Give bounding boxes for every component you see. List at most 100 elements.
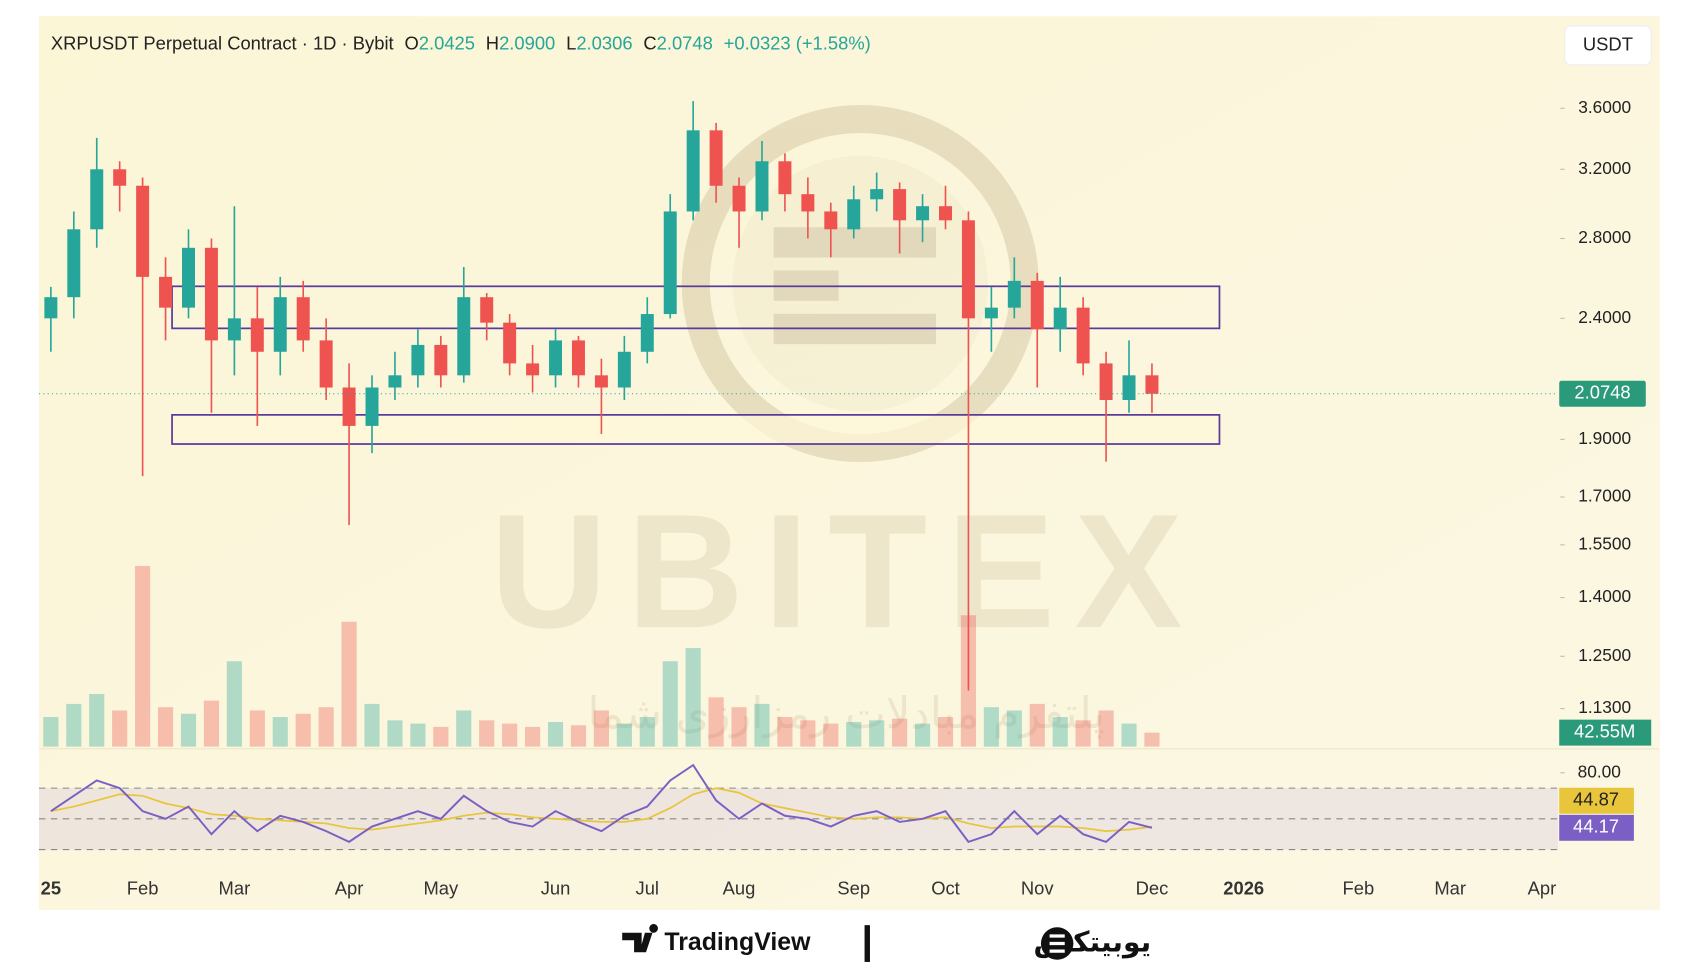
candle-body bbox=[182, 247, 195, 308]
y-tick-label: 1.9000 bbox=[1578, 428, 1631, 448]
candle-body bbox=[136, 185, 150, 277]
plot: UBITEX پلتفرم مبادلات رمزارزی شما bbox=[38, 101, 1559, 851]
y-tick-label: 1.7000 bbox=[1578, 486, 1631, 506]
volume-bar bbox=[869, 720, 885, 747]
volume-bar bbox=[1121, 723, 1137, 747]
candle-body bbox=[365, 387, 379, 426]
candle-body bbox=[640, 314, 654, 352]
x-tick-label: 25 bbox=[41, 877, 61, 898]
candle-body bbox=[617, 351, 631, 388]
candle-body bbox=[594, 375, 608, 388]
volume-bar bbox=[249, 710, 265, 747]
volume-bar bbox=[846, 721, 862, 747]
y-tick-label: 1.5500 bbox=[1578, 533, 1631, 553]
volume-bar bbox=[937, 717, 954, 747]
candle-body bbox=[778, 161, 792, 195]
candle-body bbox=[227, 318, 241, 341]
x-tick-label: Mar bbox=[219, 877, 251, 898]
volume-bar bbox=[1098, 710, 1114, 747]
change: +0.0323 (+1.58%) bbox=[724, 32, 871, 53]
brand-icon-mark bbox=[1049, 934, 1065, 953]
x-tick-label: Dec bbox=[1136, 877, 1169, 898]
currency-label: USDT bbox=[1583, 33, 1633, 54]
volume-bar bbox=[800, 720, 816, 747]
volume-bar bbox=[593, 710, 609, 747]
volume-bar bbox=[180, 713, 197, 747]
volume-bar bbox=[1052, 717, 1068, 747]
currency-button[interactable] bbox=[1564, 25, 1652, 66]
volume-bar bbox=[89, 694, 105, 747]
watermark-logo bbox=[681, 104, 1039, 463]
candle-body bbox=[67, 229, 81, 298]
footer-left: TradingView bbox=[664, 928, 811, 956]
rsi-label: 44.17 bbox=[1573, 816, 1619, 837]
volume-bar bbox=[823, 723, 839, 747]
header: XRPUSDT Perpetual Contract · 1D · Bybit O… bbox=[51, 32, 871, 53]
y-tick-label: 3.6000 bbox=[1578, 97, 1631, 117]
volume-bar bbox=[570, 725, 587, 747]
volume-bar bbox=[387, 720, 403, 747]
candle-body bbox=[709, 130, 723, 186]
watermark-brand: UBITEX bbox=[490, 481, 1202, 662]
candle-body bbox=[1145, 375, 1159, 394]
candle-body bbox=[1007, 280, 1021, 308]
volume-bar bbox=[616, 723, 632, 747]
x-tick-label: Apr bbox=[1528, 877, 1557, 898]
candle-body bbox=[526, 363, 540, 376]
candle-body bbox=[411, 344, 425, 376]
volume-bar bbox=[547, 721, 564, 747]
candle-body bbox=[571, 340, 585, 376]
candle-body bbox=[204, 247, 218, 341]
tradingview-logo bbox=[622, 924, 658, 953]
candle-body bbox=[113, 169, 127, 186]
volume-bar bbox=[479, 720, 495, 747]
chart-background bbox=[38, 16, 1660, 910]
volume-label: 42.55M bbox=[1574, 720, 1635, 741]
candle-body bbox=[732, 185, 746, 212]
volume-bar bbox=[662, 661, 678, 747]
candle-body bbox=[319, 340, 333, 388]
candle-body bbox=[1053, 307, 1067, 330]
rsi-line bbox=[50, 763, 1153, 844]
candle-body bbox=[801, 194, 815, 212]
volume-bar bbox=[318, 707, 334, 747]
rsi-ma-box bbox=[1559, 787, 1634, 814]
footer: TradingView یوبیتکس bbox=[622, 924, 1151, 962]
candle-body bbox=[342, 387, 356, 426]
close-value: 2.0748 bbox=[657, 32, 713, 53]
y-tick-label: 3.2000 bbox=[1578, 158, 1631, 178]
volume-bar bbox=[433, 726, 449, 747]
volume-bar bbox=[777, 717, 793, 747]
x-tick-label: Oct bbox=[931, 877, 960, 898]
high-label: H bbox=[486, 32, 499, 53]
volume-bar bbox=[1029, 703, 1045, 747]
y-tick-label: 1.4000 bbox=[1578, 586, 1631, 606]
volume-bar bbox=[892, 718, 908, 747]
volume-bar bbox=[112, 710, 128, 747]
low-label: L bbox=[566, 32, 576, 53]
volume-bar bbox=[456, 710, 472, 747]
volume-bar bbox=[685, 648, 701, 747]
volume-bar bbox=[157, 707, 174, 747]
candle-body bbox=[159, 276, 173, 308]
volume-bar bbox=[525, 726, 541, 747]
x-tick-label: Mar bbox=[1434, 877, 1466, 898]
zone bbox=[171, 414, 1221, 445]
candle-body bbox=[984, 307, 998, 319]
candle-body bbox=[1099, 363, 1113, 400]
volume-bar bbox=[364, 703, 380, 747]
x-tick-label: Jul bbox=[636, 877, 660, 898]
volume-bar bbox=[639, 717, 655, 747]
volume-bar bbox=[341, 621, 357, 747]
candle-body bbox=[250, 318, 264, 352]
volume-bar bbox=[1075, 720, 1091, 747]
candle-body bbox=[480, 297, 494, 323]
candle-body bbox=[90, 169, 104, 230]
candle-body bbox=[663, 211, 677, 315]
volume-bar bbox=[1006, 710, 1022, 747]
volume-bar bbox=[272, 717, 288, 747]
volume-bar bbox=[502, 723, 518, 747]
last-price-label: 2.0748 bbox=[1574, 382, 1630, 403]
